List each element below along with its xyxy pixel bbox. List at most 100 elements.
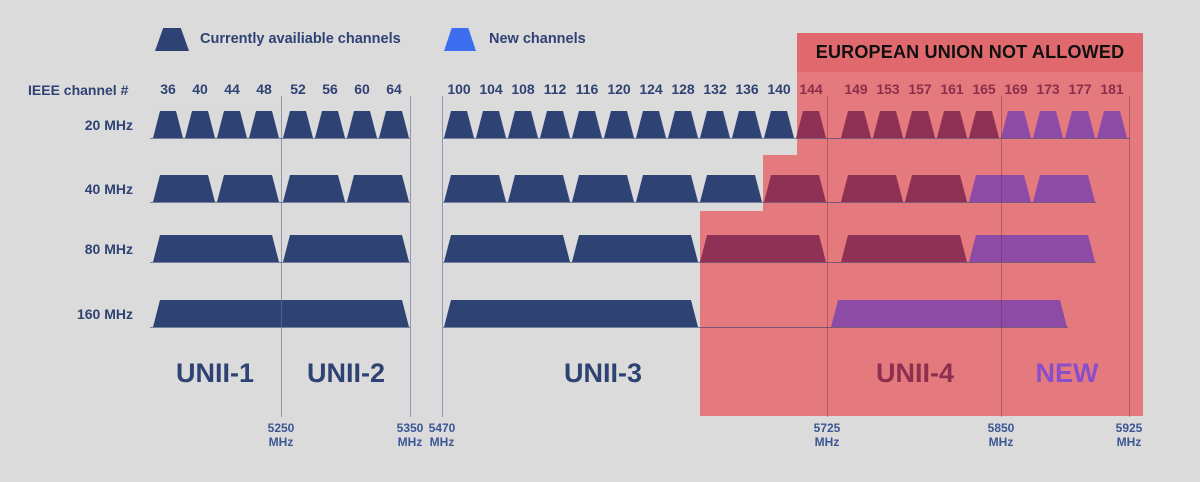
- channel-trapezoid: [508, 111, 538, 138]
- channel-trapezoid: [572, 235, 698, 262]
- band-label-unii-2: UNII-2: [306, 358, 385, 388]
- channel-trapezoid: [1033, 175, 1095, 202]
- channel-number: 64: [386, 81, 402, 97]
- row-bandwidth-label: 160 MHz: [76, 306, 133, 322]
- channel-number: 60: [354, 81, 370, 97]
- row-baseline: [443, 262, 1096, 263]
- channel-number: 124: [639, 81, 663, 97]
- channel-number: 181: [1100, 81, 1124, 97]
- freq-label: 5250 MHz: [251, 421, 311, 449]
- channel-trapezoid: [444, 235, 570, 262]
- channel-trapezoid: [732, 111, 762, 138]
- channel-trapezoid: [153, 111, 183, 138]
- freq-label-line: 5725: [813, 421, 841, 435]
- channel-trapezoid: [969, 175, 1031, 202]
- channel-trapezoid: [315, 111, 345, 138]
- channel-number: 100: [447, 81, 471, 97]
- freq-label-line: MHz: [268, 435, 294, 449]
- channel-number: 112: [543, 81, 567, 97]
- channel-trapezoid: [217, 111, 247, 138]
- channel-trapezoid: [153, 175, 215, 202]
- row-baseline: [150, 327, 410, 328]
- channel-number: 161: [940, 81, 964, 97]
- channel-number: 120: [607, 81, 631, 97]
- channel-trapezoid: [444, 111, 474, 138]
- current-channels-swatch-icon: [155, 28, 189, 51]
- channel-trapezoid: [283, 111, 313, 138]
- channel-trapezoid: [217, 175, 279, 202]
- freq-label-line: 5925: [1115, 421, 1143, 435]
- channel-number: 48: [256, 81, 272, 97]
- channel-trapezoid: [668, 111, 698, 138]
- channel-trapezoid: [347, 111, 377, 138]
- channel-trapezoid: [764, 175, 826, 202]
- freq-label-line: 5350: [396, 421, 424, 435]
- row-baseline: [150, 138, 410, 139]
- channel-number: 144: [799, 81, 823, 97]
- channel-number: 116: [575, 81, 599, 97]
- channel-trapezoid: [905, 175, 967, 202]
- legend-current-label: Currently availiable channels: [200, 31, 401, 47]
- band-label-unii-3: UNII-3: [563, 358, 642, 388]
- channel-trapezoid: [636, 175, 698, 202]
- row-baseline: [443, 327, 1068, 328]
- freq-label: 5850 MHz: [971, 421, 1031, 449]
- channel-trapezoid: [764, 111, 794, 138]
- channel-number: 108: [511, 81, 535, 97]
- channel-trapezoid: [604, 111, 634, 138]
- band-label-unii-4: UNII-4: [875, 358, 954, 388]
- freq-gridline: [1001, 96, 1002, 417]
- freq-label-line: MHz: [429, 435, 455, 449]
- new-channels-swatch-icon: [444, 28, 476, 51]
- freq-label-line: 5850: [987, 421, 1015, 435]
- row-baseline: [150, 202, 410, 203]
- channel-trapezoid: [841, 235, 967, 262]
- row-bandwidth-label: 80 MHz: [84, 241, 133, 257]
- channel-trapezoid: [283, 235, 409, 262]
- channel-trapezoid: [444, 175, 506, 202]
- channel-trapezoid: [347, 175, 409, 202]
- channel-number: 128: [671, 81, 695, 97]
- freq-label: 5925 MHz: [1099, 421, 1159, 449]
- channel-trapezoid: [249, 111, 279, 138]
- row-bandwidth-label: 40 MHz: [84, 181, 133, 197]
- channel-trapezoid: [283, 175, 345, 202]
- channel-number: 40: [192, 81, 208, 97]
- channel-number: 177: [1068, 81, 1092, 97]
- freq-label-line: MHz: [988, 435, 1014, 449]
- freq-label: 5470 MHz: [412, 421, 472, 449]
- channel-trapezoid: [476, 111, 506, 138]
- channel-trapezoid: [540, 111, 570, 138]
- eu-not-allowed-banner: EUROPEAN UNION NOT ALLOWED: [797, 33, 1143, 72]
- channel-trapezoid: [700, 175, 762, 202]
- eu-not-allowed-banner-text: EUROPEAN UNION NOT ALLOWED: [815, 42, 1125, 62]
- channel-trapezoid: [508, 175, 570, 202]
- band-label-unii-1: UNII-1: [175, 358, 254, 388]
- channel-number: 173: [1036, 81, 1060, 97]
- channel-trapezoid: [572, 111, 602, 138]
- channel-number: 56: [322, 81, 338, 97]
- channel-number: 153: [876, 81, 900, 97]
- freq-label-line: 5250: [267, 421, 295, 435]
- channel-trapezoid: [185, 111, 215, 138]
- legend-new-label: New channels: [489, 31, 586, 47]
- ieee-channel-axis-label: IEEE channel #: [28, 82, 129, 98]
- channel-number: 52: [290, 81, 306, 97]
- freq-gridline: [442, 96, 443, 417]
- row-bandwidth-label: 20 MHz: [84, 117, 133, 133]
- channel-trapezoid: [700, 111, 730, 138]
- channel-trapezoid: [841, 175, 903, 202]
- channel-number: 169: [1004, 81, 1028, 97]
- channel-trapezoid: [444, 300, 698, 327]
- freq-gridline: [281, 96, 282, 417]
- band-label-new: NEW: [1035, 358, 1099, 388]
- channel-number: 104: [479, 81, 503, 97]
- channel-number: 157: [908, 81, 932, 97]
- channel-trapezoid: [379, 111, 409, 138]
- freq-label-line: 5470: [428, 421, 456, 435]
- channel-trapezoid: [700, 235, 826, 262]
- channel-number: 165: [972, 81, 996, 97]
- row-baseline: [150, 262, 410, 263]
- channel-number: 140: [767, 81, 791, 97]
